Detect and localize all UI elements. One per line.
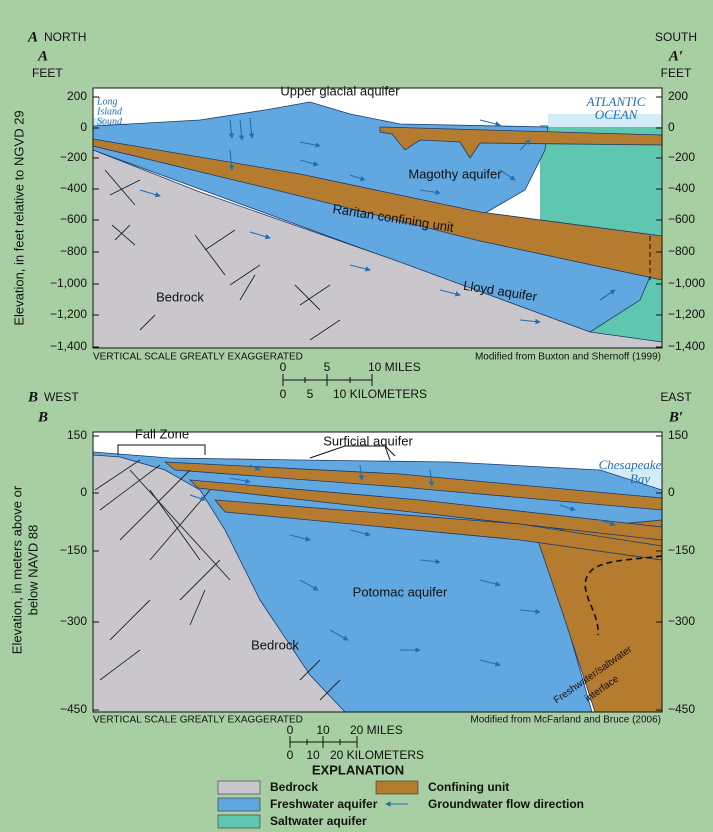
legend-label: Groundwater flow direction [428, 797, 584, 811]
legend-swatch [218, 798, 260, 811]
unit-label: Bedrock [156, 289, 204, 304]
scale-label: 20 MILES [350, 723, 403, 737]
y-tick-label: −150 [668, 543, 695, 557]
water-label: Chesapeake [599, 457, 662, 472]
y-tick-label: 150 [67, 428, 87, 442]
legend-title: EXPLANATION [312, 762, 404, 777]
y-tick-label: −1,200 [668, 307, 705, 321]
y-axis-title: Elevation, in meters above or [9, 485, 24, 654]
y-tick-label: 200 [668, 89, 688, 103]
y-tick-label: −800 [668, 244, 695, 258]
section-label: A [37, 48, 48, 64]
y-axis-title: below NAVD 88 [25, 525, 40, 616]
scale-label: 10 KILOMETERS [333, 387, 427, 401]
source: Modified from McFarland and Bruce (2006) [470, 715, 661, 726]
y-tick-label: 0 [668, 120, 675, 134]
y-tick-label: 150 [668, 428, 688, 442]
scale-label: 0 [280, 387, 287, 401]
unit-label: Bedrock [251, 637, 299, 652]
legend-label: Freshwater aquifer [270, 797, 378, 811]
unit-label: Magothy aquifer [408, 166, 502, 181]
y-tick-label: −1,400 [50, 339, 87, 353]
y-tick-label: −1,400 [668, 339, 705, 353]
scale-label: 0 [280, 360, 287, 374]
note: VERTICAL SCALE GREATLY EXAGGERATED [93, 715, 303, 726]
y-tick-label: 0 [80, 485, 87, 499]
direction: EAST [660, 390, 692, 404]
y-tick-label: −200 [60, 150, 87, 164]
y-tick-label: −600 [668, 212, 695, 226]
figure: A NORTH A FEET SOUTH A′ FEET Elevation, … [0, 0, 713, 832]
legend-swatch [218, 781, 260, 794]
direction: WEST [44, 390, 79, 404]
scale-bar [283, 374, 372, 386]
panel-letter: A [27, 29, 38, 45]
scale-label: 5 [307, 387, 314, 401]
scale-label: 0 [287, 723, 294, 737]
y-tick-label: −400 [60, 181, 87, 195]
y-tick-label: −300 [668, 614, 695, 628]
scale-label: 10 [316, 723, 330, 737]
legend-swatch [376, 781, 418, 794]
scale-label: 20 KILOMETERS [330, 748, 424, 762]
water-label: Bay [630, 471, 650, 486]
y-tick-label: −600 [60, 212, 87, 226]
source: Modified from Buxton and Shernoff (1999) [475, 352, 661, 363]
y-tick-label: 200 [67, 89, 87, 103]
y-tick-label: 0 [668, 485, 675, 499]
unit-label: Upper glacial aquifer [280, 83, 400, 98]
legend-label: Saltwater aquifer [270, 814, 367, 828]
scale-label: 5 [324, 360, 331, 374]
y-tick-label: −150 [60, 543, 87, 557]
unit-label: Fall Zone [135, 426, 189, 441]
legend-label: Bedrock [270, 780, 318, 794]
y-tick-label: −200 [668, 150, 695, 164]
water-label: OCEAN [595, 107, 639, 122]
y-tick-label: −400 [668, 181, 695, 195]
scale-bar [290, 736, 357, 748]
unit: FEET [661, 66, 692, 80]
y-tick-label: −1,200 [50, 307, 87, 321]
y-tick-label: −800 [60, 244, 87, 258]
y-axis-title: Elevation, in feet relative to NGVD 29 [11, 110, 26, 325]
y-tick-label: 0 [80, 120, 87, 134]
section-label: A′ [668, 48, 683, 64]
section-label: B [37, 409, 48, 425]
y-tick-label: −1,000 [668, 276, 705, 290]
unit-label: Surficial aquifer [323, 433, 413, 448]
y-tick-label: −1,000 [50, 276, 87, 290]
section-label: B′ [668, 409, 683, 425]
legend-swatch [218, 815, 260, 828]
y-tick-label: −300 [60, 614, 87, 628]
panel-letter: B [27, 389, 38, 405]
direction: SOUTH [655, 30, 697, 44]
y-tick-label: −450 [60, 702, 87, 716]
legend-label: Confining unit [428, 780, 509, 794]
water-label: Sound [97, 116, 123, 127]
y-tick-label: −450 [668, 702, 695, 716]
note: VERTICAL SCALE GREATLY EXAGGERATED [93, 352, 303, 363]
scale-label: 0 [287, 748, 294, 762]
unit: FEET [32, 66, 63, 80]
scale-label: 10 [306, 748, 320, 762]
direction: NORTH [44, 30, 86, 44]
scale-label: 10 MILES [368, 360, 421, 374]
unit-label: Potomac aquifer [353, 584, 448, 599]
